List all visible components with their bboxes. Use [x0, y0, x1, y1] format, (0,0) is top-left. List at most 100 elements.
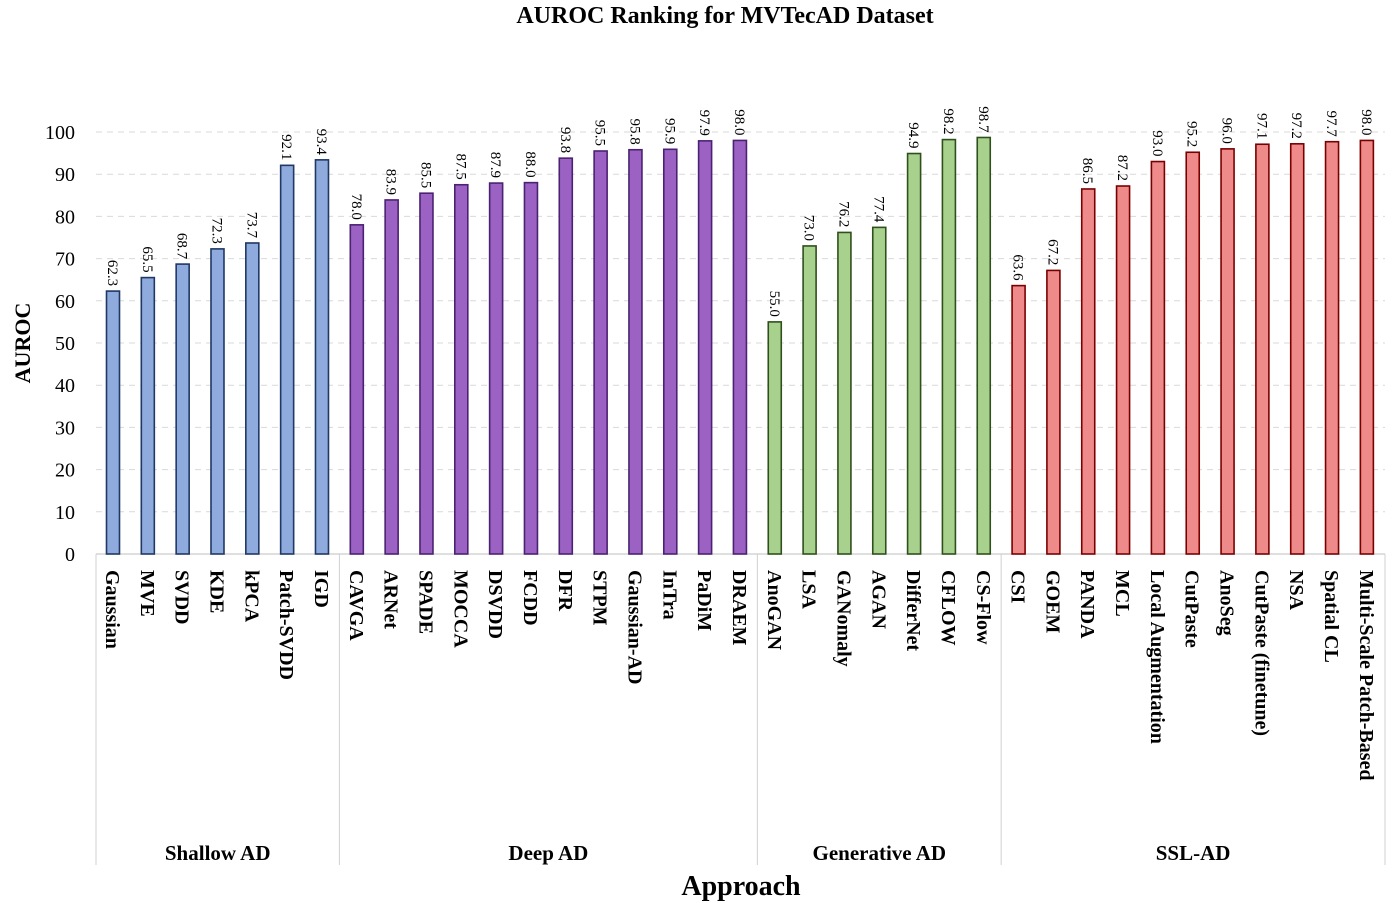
bar — [802, 245, 817, 555]
category-label: SVDD — [171, 570, 193, 624]
bar — [941, 138, 957, 555]
bar — [349, 224, 365, 555]
bar — [245, 242, 260, 555]
bar — [105, 290, 121, 555]
value-label: 95.8 — [626, 118, 642, 144]
category-label: AnoSeg — [1216, 570, 1238, 636]
bar — [628, 148, 643, 555]
category-label: Gaussian-AD — [623, 570, 645, 684]
category-label: LSA — [798, 570, 820, 609]
bar — [1289, 143, 1305, 555]
chart-title: AUROC Ranking for MVTecAD Dataset — [516, 3, 933, 29]
bar — [314, 159, 330, 555]
bar — [1359, 139, 1375, 555]
value-label: 98.0 — [731, 109, 747, 135]
category-label: Spatial CL — [1320, 570, 1342, 663]
bar — [976, 136, 992, 555]
bar — [697, 140, 713, 555]
y-tick-label: 90 — [55, 164, 75, 186]
value-label: 98.2 — [940, 108, 956, 134]
value-label: 85.5 — [417, 162, 433, 188]
category-label: STPM — [589, 570, 611, 626]
value-label: 88.0 — [522, 151, 538, 177]
category-label: PANDA — [1076, 570, 1098, 639]
bar — [384, 199, 399, 555]
bars — [105, 136, 1375, 555]
value-label: 98.0 — [1358, 109, 1374, 135]
category-label: kPCA — [240, 570, 262, 623]
group-label: Shallow AD — [165, 841, 271, 865]
x-axis-title: Approach — [681, 871, 801, 902]
value-label: 86.5 — [1079, 158, 1095, 184]
category-label: CAVGA — [345, 570, 367, 641]
y-axis-ticks: 0 10 20 30 40 50 60 70 80 90 100 — [45, 122, 75, 566]
value-label: 63.6 — [1010, 254, 1026, 281]
category-label: CS-Flow — [972, 570, 994, 645]
category-label: DRAEM — [728, 570, 750, 646]
category-label: AnoGAN — [763, 570, 785, 651]
y-tick-label: 70 — [55, 249, 75, 271]
y-tick-label: 30 — [55, 417, 75, 439]
value-label: 87.2 — [1114, 155, 1130, 181]
y-tick-label: 20 — [55, 460, 75, 482]
y-tick-label: 0 — [65, 544, 75, 566]
category-label: CutPaste (finetune) — [1250, 570, 1272, 736]
category-label: GOEM — [1041, 570, 1063, 633]
category-label: Patch-SVDD — [275, 570, 297, 680]
y-tick-label: 50 — [55, 333, 75, 355]
value-label: 65.5 — [139, 246, 155, 272]
category-label: DFR — [554, 570, 576, 612]
y-tick-label: 80 — [55, 206, 75, 228]
value-label: 83.9 — [383, 169, 399, 195]
value-label: 73.7 — [243, 212, 259, 239]
bar — [419, 192, 434, 555]
value-label: 97.1 — [1253, 113, 1269, 139]
category-label: Local Augmentation — [1146, 570, 1168, 744]
value-label: 77.4 — [870, 196, 886, 223]
bar — [1255, 143, 1270, 555]
category-label: CFLOW — [937, 570, 959, 646]
gridlines — [95, 131, 1386, 865]
y-tick-label: 10 — [55, 502, 75, 524]
bar — [210, 248, 225, 555]
y-tick-label: 60 — [55, 291, 75, 313]
value-label: 67.2 — [1044, 239, 1060, 265]
value-label: 73.0 — [801, 215, 817, 241]
bar — [1220, 148, 1235, 555]
bar — [140, 276, 156, 555]
category-label: Gaussian — [101, 570, 123, 649]
category-label: GANomaly — [832, 570, 854, 667]
group-label: SSL-AD — [1156, 841, 1231, 865]
category-label: MOCCA — [449, 570, 471, 648]
value-label: 55.0 — [766, 291, 782, 317]
category-label: PaDiM — [693, 570, 715, 631]
bar — [871, 226, 887, 555]
value-label: 97.2 — [1288, 113, 1304, 139]
category-label: AGAN — [867, 570, 889, 629]
bar — [1046, 269, 1061, 555]
group-labels: Shallow AD Deep AD Generative AD SSL-AD — [165, 841, 1231, 865]
y-tick-label: 40 — [55, 375, 75, 397]
value-label: 95.2 — [1184, 121, 1200, 147]
y-axis-title: AUROC — [10, 303, 35, 384]
value-label: 98.7 — [975, 106, 991, 133]
bar — [558, 157, 574, 555]
value-label: 93.0 — [1149, 130, 1165, 156]
category-label: FCDD — [519, 570, 541, 626]
value-label: 96.0 — [1219, 118, 1235, 144]
category-label: CutPaste — [1181, 570, 1203, 648]
value-label: 92.1 — [278, 134, 294, 160]
bar — [1185, 151, 1201, 555]
bar — [1115, 185, 1131, 555]
bar — [523, 181, 539, 555]
category-labels: Gaussian MVE SVDD KDE kPCA Patch-SVDD IGD CAVGA… — [101, 570, 1377, 781]
category-label: MVE — [136, 570, 158, 617]
value-labels: 62.3 65.5 68.7 72.3 73.7 92.1 93.4 78.0 83.9 85.5… — [104, 106, 1374, 317]
category-label: MCL — [1111, 570, 1133, 617]
value-label: 87.5 — [452, 154, 468, 180]
bar — [453, 183, 469, 555]
value-label: 68.7 — [174, 233, 190, 260]
category-label: NSA — [1285, 570, 1307, 611]
category-label: SPADE — [414, 570, 436, 634]
